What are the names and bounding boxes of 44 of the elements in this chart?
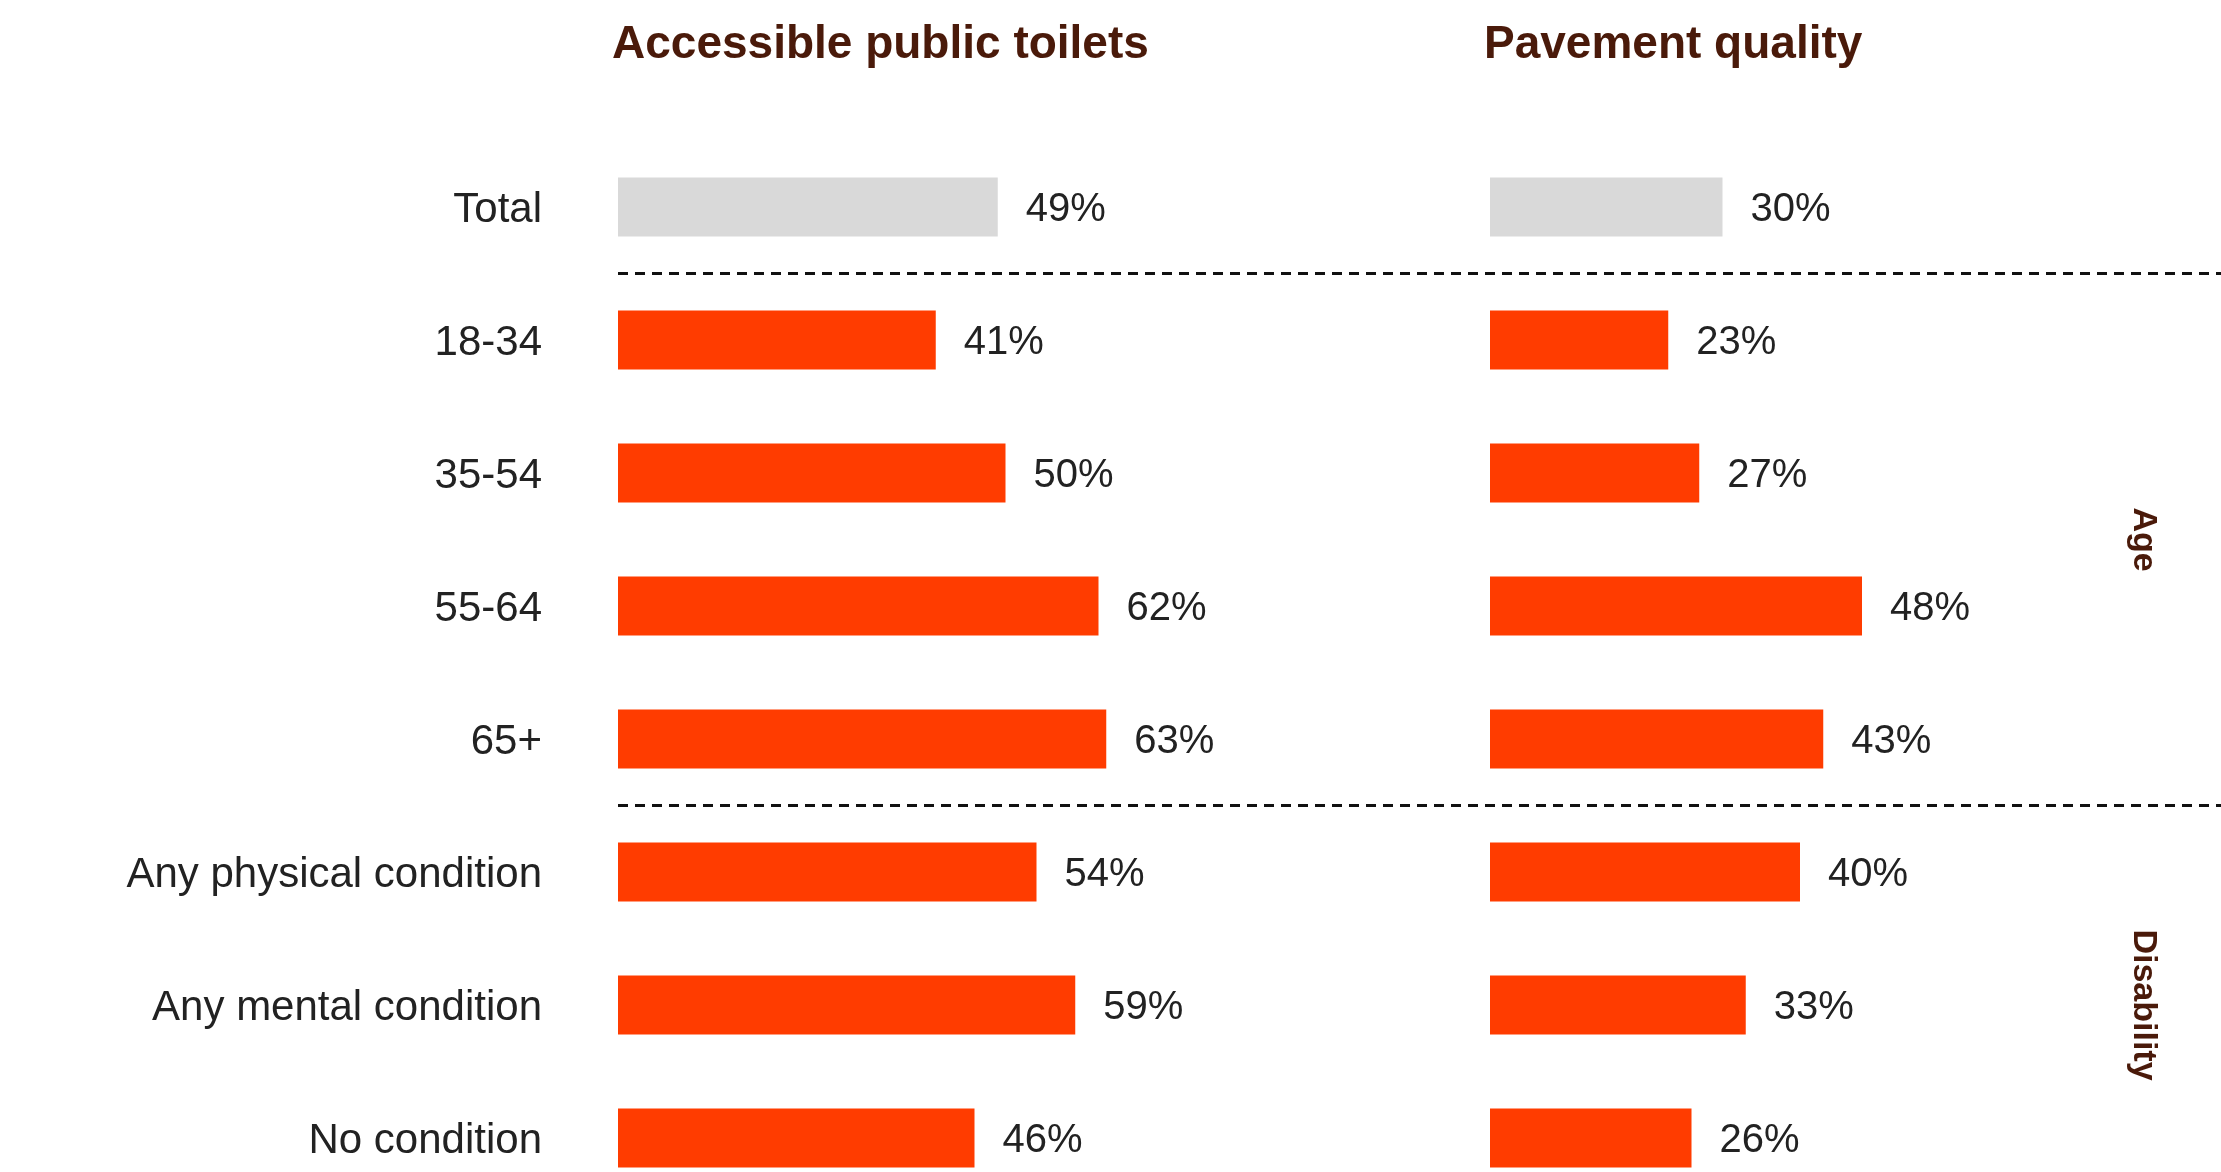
data-label: 40%	[1828, 850, 1909, 894]
data-label: 54%	[1064, 850, 1145, 894]
bar	[618, 842, 1037, 902]
bar	[1490, 842, 1800, 902]
data-label: 62%	[1126, 584, 1207, 628]
chart-title: Pavement quality	[1484, 16, 1863, 69]
y-tick-label: 55-64	[434, 582, 542, 630]
data-label: 33%	[1773, 983, 1854, 1027]
y-tick-label: 65+	[470, 715, 542, 763]
y-tick-label: Any physical condition	[126, 848, 542, 896]
chart-title: Accessible public toilets	[612, 16, 1149, 69]
y-tick-label: 18-34	[434, 316, 542, 364]
data-label: 43%	[1851, 717, 1932, 761]
data-label: 23%	[1696, 318, 1777, 362]
bar	[1490, 1108, 1692, 1168]
data-label: 41%	[963, 318, 1044, 362]
data-label: 30%	[1750, 185, 1831, 229]
text: Disability	[2127, 929, 2166, 1081]
bar	[1490, 975, 1746, 1035]
bar	[1490, 177, 1723, 237]
data-label: 49%	[1025, 185, 1106, 229]
text: Age	[2127, 507, 2166, 572]
data-label: 59%	[1103, 983, 1184, 1027]
bar	[618, 576, 1099, 636]
bar	[618, 709, 1107, 769]
data-label: 63%	[1134, 717, 1215, 761]
y-tick-label: 35-54	[434, 449, 542, 497]
data-label: 27%	[1727, 451, 1808, 495]
bar	[618, 443, 1006, 503]
bar	[1490, 443, 1700, 503]
bar	[1490, 576, 1862, 636]
y-tick-label: Total	[453, 183, 542, 231]
y-tick-label: No condition	[308, 1114, 542, 1162]
data-label: 48%	[1890, 584, 1971, 628]
bar	[618, 310, 936, 370]
bar	[618, 177, 998, 237]
bar	[618, 975, 1076, 1035]
bar	[1490, 709, 1824, 769]
bar	[618, 1108, 975, 1168]
data-label: 50%	[1033, 451, 1114, 495]
bar	[1490, 310, 1669, 370]
y-tick-label: Any mental condition	[152, 981, 542, 1029]
data-label: 46%	[1002, 1116, 1083, 1160]
data-label: 26%	[1719, 1116, 1800, 1160]
